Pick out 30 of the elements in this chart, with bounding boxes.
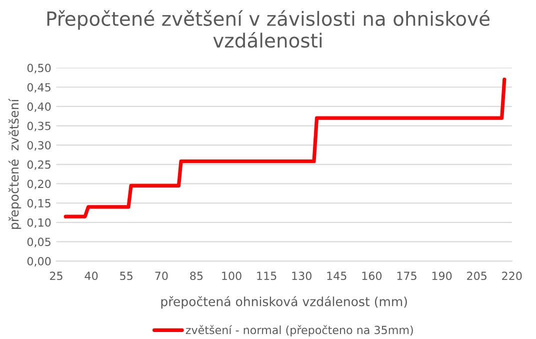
legend-label: zvětšení - normal (přepočteno na 35mm) (186, 325, 413, 336)
line-series (64, 78, 506, 218)
y-tick-label: 0,45 (27, 83, 50, 93)
y-tick-label: 0,40 (27, 102, 51, 112)
x-tick-label: 55 (120, 272, 132, 280)
x-tick-label: 115 (257, 272, 276, 280)
y-tick-label: 0,35 (27, 122, 50, 132)
y-tick-label: 0,05 (27, 238, 50, 248)
x-tick-label: 145 (327, 272, 346, 280)
x-tick-label: 70 (155, 272, 168, 280)
x-tick-label: 175 (397, 272, 416, 280)
y-tick-label: 0,10 (27, 218, 51, 228)
x-tick-label: 130 (292, 272, 312, 280)
y-axis-title: přepočtené zvětšení (8, 98, 22, 229)
x-tick-label: 160 (362, 272, 382, 280)
y-tick-label: 0,00 (27, 257, 51, 267)
x-tick-label: 205 (467, 272, 486, 280)
y-tick-label: 0,25 (27, 160, 50, 170)
x-axis-title: přepočtená ohnisková vzdálenost (mm) (161, 296, 407, 309)
x-tick-label: 100 (222, 272, 242, 280)
y-tick-label: 0,30 (27, 141, 51, 151)
x-tick-label: 40 (84, 272, 98, 280)
chart-title: Přepočtené zvětšení v závislosti na ohniskové vzdálenosti (47, 10, 490, 48)
y-tick-label: 0,50 (27, 64, 51, 74)
y-tick-label: 0,15 (27, 199, 50, 209)
x-tick-label: 220 (502, 272, 522, 280)
x-tick-label: 25 (50, 272, 62, 280)
x-tick-label: 190 (432, 272, 452, 280)
x-tick-label: 85 (190, 272, 203, 280)
y-tick-label: 0,20 (27, 180, 51, 190)
